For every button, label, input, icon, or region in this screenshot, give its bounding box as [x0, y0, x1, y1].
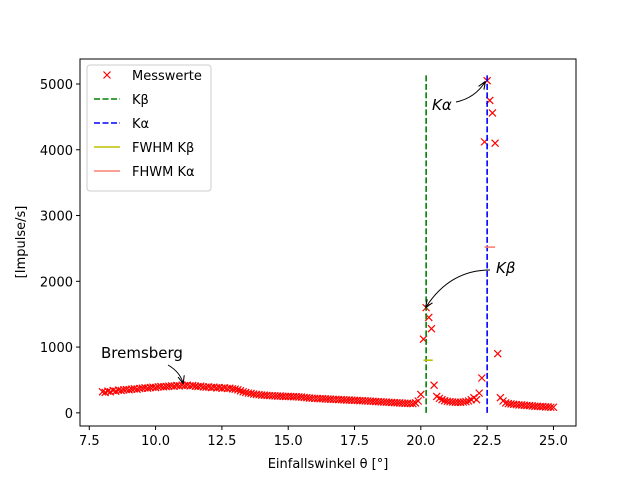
data-point [491, 139, 500, 148]
legend-label: Kβ [132, 93, 149, 108]
legend-label: FWHM Kβ [132, 141, 194, 156]
data-point [475, 389, 484, 398]
x-tick-label: 10.0 [141, 434, 170, 449]
legend-label: Messwerte [132, 69, 202, 84]
y-tick-label: 1000 [40, 341, 73, 356]
data-point [488, 109, 497, 117]
data-point [477, 374, 486, 382]
data-point [493, 349, 502, 358]
x-tick-label: 25.0 [539, 434, 568, 449]
y-tick-label: 0 [65, 407, 73, 422]
annotation-arrow [455, 82, 485, 103]
x-tick-label: 15.0 [274, 434, 303, 449]
legend-marker [103, 71, 111, 79]
data-point [430, 381, 439, 390]
legend-box [86, 64, 212, 192]
x-tick-label: 12.5 [207, 434, 236, 449]
annotation: Kβ [496, 259, 516, 277]
x-tick-label: 7.5 [79, 434, 100, 449]
annotation-arrow [426, 269, 491, 307]
x-tick-label: 22.5 [473, 434, 502, 449]
y-tick-label: 5000 [40, 78, 73, 93]
x-tick-label: 17.5 [340, 434, 369, 449]
legend-label: Kα [132, 117, 149, 132]
data-point [416, 390, 425, 399]
data-point [231, 385, 240, 394]
data-point [438, 395, 446, 404]
axes-frame [79, 58, 577, 427]
data-point [462, 397, 470, 406]
legend-label: FHWM Kα [132, 165, 195, 180]
data-point [472, 395, 481, 404]
data-point [427, 324, 436, 333]
y-tick-label: 2000 [40, 275, 73, 290]
x-tick-label: 20.0 [406, 434, 435, 449]
data-point [408, 399, 417, 408]
annotation: Bremsberg [101, 344, 183, 362]
x-axis-label: Einfallswinkel θ [°] [268, 457, 389, 472]
data-point [546, 403, 555, 412]
annotation: Kα [432, 96, 452, 114]
data-point [549, 403, 558, 412]
data-point [236, 386, 245, 395]
data-point [233, 385, 242, 394]
data-point [414, 397, 423, 405]
annotation-arrow [167, 364, 183, 383]
y-tick-label: 3000 [40, 210, 73, 225]
y-axis-label: [Impulse/s] [14, 206, 29, 279]
y-tick-label: 4000 [40, 144, 73, 159]
